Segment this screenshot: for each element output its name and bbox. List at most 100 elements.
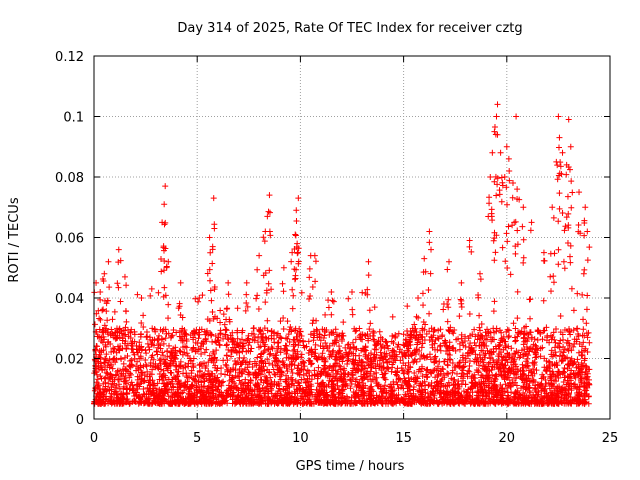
data-point [428,246,435,253]
data-point [264,213,271,220]
data-point [533,343,540,350]
data-point [498,198,505,205]
data-point [419,373,426,380]
data-point [477,276,484,283]
data-point [322,328,329,335]
data-point [555,144,562,151]
data-point [287,324,294,331]
data-point [578,352,585,359]
data-point [102,359,109,366]
data-point [188,367,195,374]
data-point [539,336,546,343]
data-point [540,249,547,256]
data-point [289,286,296,293]
data-point [325,347,332,354]
data-point [212,400,219,407]
data-point [332,326,339,333]
data-point [177,363,184,370]
data-point [312,258,319,265]
data-point [240,382,247,389]
data-point [247,348,254,355]
data-point [333,337,340,344]
data-point [221,321,228,328]
data-point [269,361,276,368]
x-tick-label: 25 [602,431,619,446]
x-tick-label: 10 [292,431,309,446]
data-point [284,318,291,325]
data-points [91,101,593,407]
data-point [161,201,168,208]
data-point [253,396,260,403]
data-point [444,392,451,399]
data-point [165,315,172,322]
data-point [564,337,571,344]
data-point [189,347,196,354]
data-point [103,369,110,376]
data-point [129,346,136,353]
data-point [379,389,386,396]
data-point [526,400,533,407]
data-point [348,394,355,401]
data-point [512,337,519,344]
data-point [378,354,385,361]
data-point [367,356,374,363]
data-point [209,260,216,267]
data-point [410,359,417,366]
data-point [329,387,336,394]
data-point [119,345,126,352]
data-point [155,341,162,348]
data-point [508,345,515,352]
data-point [256,392,263,399]
data-point [407,328,414,335]
data-point [393,379,400,386]
data-point [491,336,498,343]
data-point [192,295,199,302]
data-point [270,366,277,373]
data-point [222,361,229,368]
data-point [188,385,195,392]
data-point [328,311,335,318]
data-point [306,295,313,302]
data-point [347,385,354,392]
data-point [561,346,568,353]
data-point [562,386,569,393]
data-point [210,195,217,202]
data-point [335,349,342,356]
data-point [230,389,237,396]
data-point [313,317,320,324]
data-point [355,381,362,388]
data-point [566,329,573,336]
x-tick-label: 5 [193,431,201,446]
data-point [259,333,266,340]
data-point [111,308,118,315]
data-point [564,345,571,352]
data-point [527,345,534,352]
data-point [581,357,588,364]
data-point [289,305,296,312]
data-point [255,369,262,376]
data-point [584,228,591,235]
data-point [480,359,487,366]
data-point [211,350,218,357]
data-point [514,186,521,193]
data-point [497,382,504,389]
data-point [531,370,538,377]
data-point [528,377,535,384]
data-point [195,378,202,385]
data-point [131,398,138,405]
data-point [332,356,339,363]
data-point [266,360,273,367]
data-point [514,368,521,375]
data-point [223,352,230,359]
data-point [493,328,500,335]
data-point [578,359,585,366]
data-point [494,101,501,108]
data-point [556,134,563,141]
data-point [108,361,115,368]
data-point [437,326,444,333]
data-point [211,221,218,228]
data-point [123,389,130,396]
data-point [148,285,155,292]
data-point [423,354,430,361]
